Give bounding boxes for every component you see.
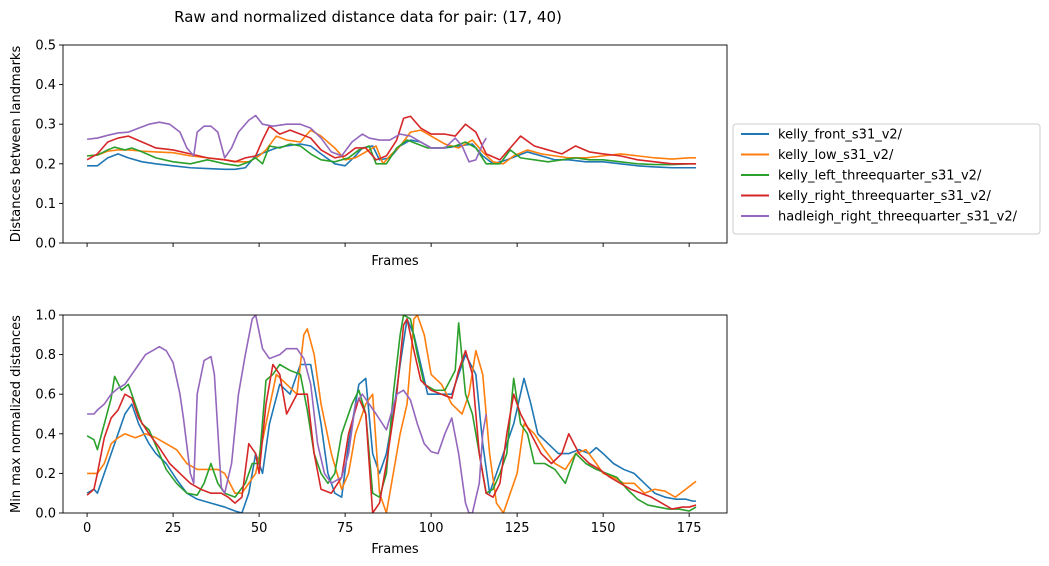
axes-frame-top bbox=[62, 44, 728, 244]
x-axis-label-bottom: Frames bbox=[371, 542, 419, 557]
legend-label-1: kelly_low_s31_v2/ bbox=[778, 148, 894, 163]
y-tick-label-bottom-3: 0.6 bbox=[35, 388, 56, 403]
x-tick-label-bottom-4: 100 bbox=[419, 521, 444, 536]
x-tick-label-bottom-0: 0 bbox=[83, 521, 91, 536]
x-tick-label-bottom-1: 25 bbox=[165, 521, 182, 536]
x-axis-label-top: Frames bbox=[371, 254, 419, 269]
y-axis-label-bottom: Min max normalized distances bbox=[9, 315, 24, 513]
y-tick-label-bottom-0: 0.0 bbox=[35, 507, 56, 522]
y-tick-label-bottom-5: 1.0 bbox=[35, 309, 56, 324]
x-tick-label-bottom-7: 175 bbox=[677, 521, 702, 536]
axes-frame-bottom bbox=[62, 314, 728, 514]
series-line-top-4 bbox=[86, 114, 487, 163]
series-line-top-3 bbox=[86, 115, 697, 165]
y-tick-label-top-2: 0.2 bbox=[35, 157, 56, 172]
series-line-bottom-2 bbox=[86, 315, 697, 512]
series-line-bottom-4 bbox=[87, 315, 487, 513]
y-axis-label-top: Distances between landmarks bbox=[9, 46, 24, 243]
y-tick-label-bottom-2: 0.4 bbox=[35, 427, 56, 442]
figure-title: Raw and normalized distance data for pai… bbox=[174, 8, 562, 26]
y-tick-label-top-4: 0.4 bbox=[35, 78, 56, 93]
y-tick-label-top-3: 0.3 bbox=[35, 118, 56, 133]
legend-label-4: hadleigh_right_threequarter_s31_v2/ bbox=[778, 210, 1018, 225]
x-tick-label-bottom-3: 75 bbox=[337, 521, 354, 536]
legend-label-0: kelly_front_s31_v2/ bbox=[778, 128, 903, 143]
y-tick-label-bottom-1: 0.2 bbox=[35, 467, 56, 482]
series-line-bottom-3 bbox=[86, 318, 697, 513]
y-tick-label-top-0: 0.0 bbox=[35, 237, 56, 252]
y-tick-label-top-5: 0.5 bbox=[35, 39, 56, 54]
legend-label-2: kelly_left_threequarter_s31_v2/ bbox=[778, 169, 982, 184]
y-tick-label-bottom-4: 0.8 bbox=[35, 348, 56, 363]
y-tick-label-top-1: 0.1 bbox=[35, 197, 56, 212]
x-tick-label-bottom-2: 50 bbox=[251, 521, 268, 536]
x-tick-label-bottom-6: 150 bbox=[591, 521, 616, 536]
legend-label-3: kelly_right_threequarter_s31_v2/ bbox=[778, 189, 991, 204]
x-tick-label-bottom-5: 125 bbox=[505, 521, 530, 536]
legend-box bbox=[732, 123, 1041, 235]
